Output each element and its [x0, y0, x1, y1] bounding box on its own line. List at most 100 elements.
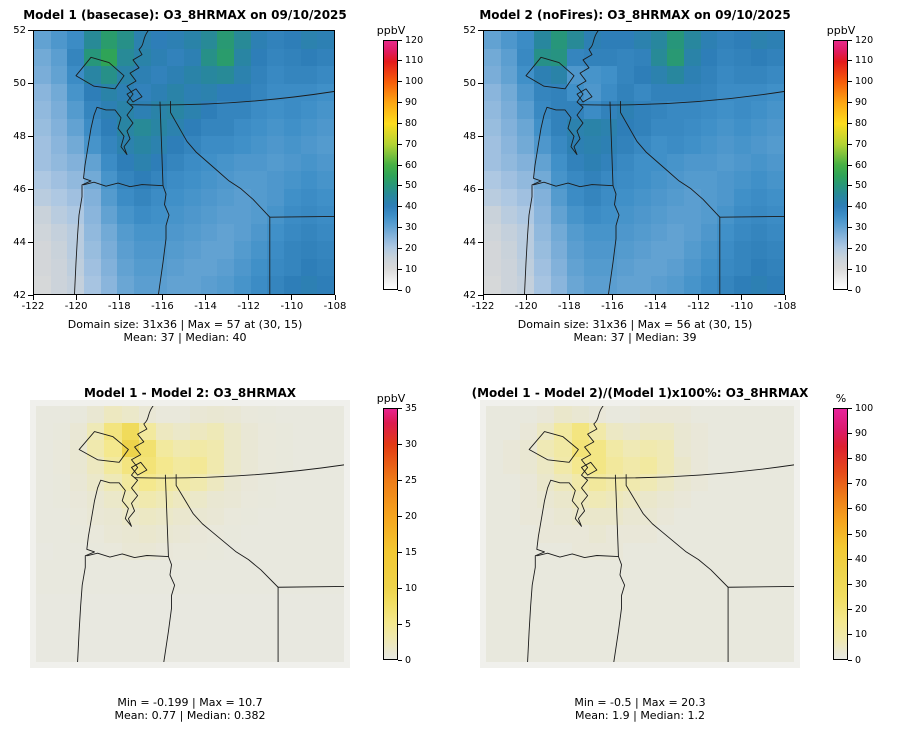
heatmap-cell — [742, 491, 760, 509]
heatmap-cell — [172, 525, 190, 543]
heatmap-cell — [34, 83, 51, 102]
colorbar-tick-mark — [848, 102, 852, 103]
heatmap-cell — [117, 206, 134, 224]
heatmap-cell — [776, 474, 794, 492]
heatmap-cell — [650, 188, 668, 207]
heatmap-cell — [275, 593, 293, 611]
heatmap-cell — [691, 508, 709, 526]
heatmap-cell — [725, 644, 743, 662]
heatmap-cell — [200, 118, 218, 137]
id-mt-border-path — [176, 475, 278, 588]
heatmap-cell — [708, 423, 726, 441]
heatmap-cell — [121, 423, 139, 441]
heatmap-cell — [717, 48, 734, 67]
colorbar-tick-label: 100 — [405, 76, 424, 88]
heatmap-cell — [486, 644, 504, 662]
heatmap-cell — [700, 118, 718, 137]
coastline-path — [78, 406, 153, 662]
heatmap-cell — [725, 593, 743, 611]
heatmap-cell — [750, 101, 768, 119]
x-axis-tick-mark — [655, 295, 657, 300]
id-wy-mt-wy-border-path — [728, 586, 794, 662]
heatmap-cell — [207, 627, 225, 645]
heatmap-cell — [100, 241, 118, 259]
heatmap-cell — [207, 576, 225, 594]
heatmap-cell — [267, 206, 284, 224]
heatmap-cell — [650, 276, 668, 294]
heatmap-cell — [283, 136, 301, 154]
heatmap-cell — [309, 542, 327, 560]
heatmap-cell — [683, 153, 701, 172]
heatmap-cell — [275, 440, 293, 458]
heatmap-cell — [70, 457, 88, 475]
heatmap-cell — [104, 593, 122, 611]
heatmap-cell — [657, 474, 675, 492]
heatmap-cell — [583, 241, 601, 259]
heatmap-cell — [708, 440, 726, 458]
heatmap-cell — [567, 223, 584, 242]
heatmap-cell — [484, 258, 501, 277]
colorbar-tick-mark — [848, 60, 852, 62]
heatmap-cell — [200, 206, 218, 224]
heatmap-cell — [600, 66, 618, 84]
heatmap-cell — [53, 423, 71, 441]
panel-model2-nofires: Model 2 (noFires): O3_8HRMAX on 09/10/20… — [450, 0, 900, 376]
heatmap-cell — [486, 423, 504, 441]
heatmap-cell — [267, 118, 284, 137]
heatmap-cell — [639, 423, 658, 441]
heatmap-cell — [588, 474, 606, 492]
heatmap-cell — [639, 474, 658, 492]
colorbar-tick-label: 90 — [855, 427, 868, 439]
y-axis-tick-label: 52 — [463, 24, 476, 36]
heatmap-cell — [67, 118, 84, 137]
x-axis-tick-mark — [75, 295, 77, 300]
heatmap-cell — [674, 644, 692, 662]
heatmap-cell — [503, 559, 521, 577]
colorbar-tick-mark — [848, 289, 852, 291]
heatmap-cell — [167, 31, 184, 49]
heatmap-cell — [150, 101, 168, 119]
heatmap-cell — [650, 31, 668, 49]
heatmap-cell — [258, 474, 276, 492]
heatmap-cell — [520, 593, 538, 611]
vancouver-island-path — [76, 57, 124, 89]
wa-id-border-path — [165, 475, 168, 556]
heatmap-cell — [633, 48, 651, 67]
heatmap-cell — [138, 644, 156, 662]
heatmap-cell — [571, 491, 589, 509]
heatmap-cell — [283, 206, 301, 224]
heatmap-cell — [189, 491, 208, 509]
heatmap-cell — [309, 508, 327, 526]
heatmap-cell — [87, 525, 105, 543]
heatmap-cell — [700, 66, 718, 84]
heatmap-cell — [571, 474, 589, 492]
panel-difference: Model 1 - Model 2: O3_8HRMAX ppbV Min = … — [0, 376, 450, 752]
heatmap-cell — [633, 31, 651, 49]
y-axis-tick-label: 44 — [13, 236, 26, 248]
heatmap-cell — [207, 491, 225, 509]
heatmap-cell — [150, 48, 168, 67]
heatmap-cell — [317, 258, 334, 277]
colorbar-tick-label: 110 — [405, 55, 424, 67]
heatmap-cell — [326, 440, 344, 458]
map-plot — [33, 30, 335, 295]
heatmap-cell — [167, 276, 184, 294]
heatmap-cell — [317, 118, 334, 137]
heatmap-cell — [155, 508, 173, 526]
heatmap-cell — [275, 406, 293, 424]
heatmap-cell — [583, 153, 601, 172]
colorbar-tick-label: 100 — [855, 402, 874, 414]
heatmap-cell — [503, 491, 521, 509]
colorbar — [833, 408, 848, 660]
heatmap-cell — [683, 118, 701, 137]
heatmap-cell — [500, 223, 518, 242]
heatmap-cell — [50, 241, 68, 259]
heatmap-cell — [200, 31, 218, 49]
heatmap-cell — [588, 440, 606, 458]
heatmap-cell — [700, 223, 718, 242]
colorbar-tick-mark — [398, 206, 402, 208]
heatmap-cell — [233, 276, 251, 294]
heatmap-cell — [776, 627, 794, 645]
heatmap-cell — [53, 593, 71, 611]
heatmap-cell — [167, 48, 184, 67]
